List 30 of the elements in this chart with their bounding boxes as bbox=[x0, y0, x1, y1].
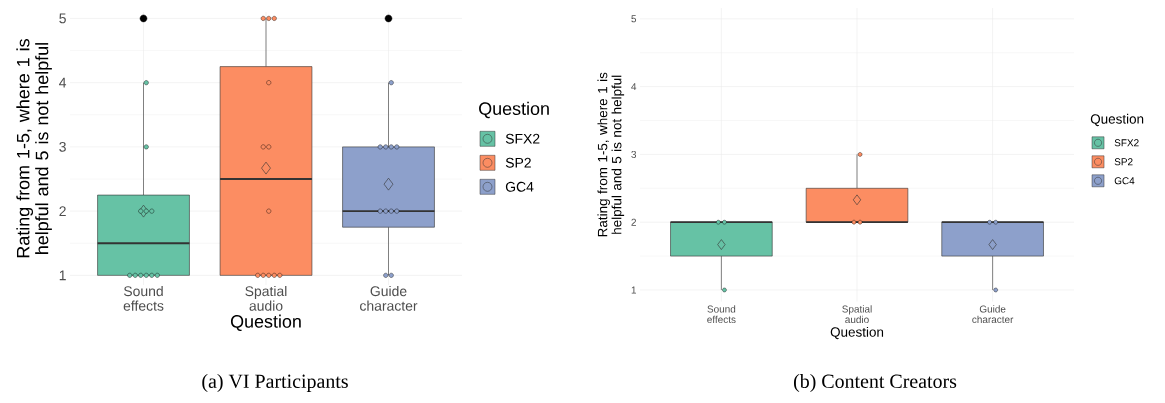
x-axis-title: Question bbox=[230, 314, 301, 331]
text: (b) Content Creators bbox=[793, 373, 957, 393]
y-tick-label: 1 bbox=[631, 286, 637, 294]
legend-title: Question bbox=[1090, 113, 1144, 127]
x-axis-title: Question bbox=[830, 326, 884, 340]
y-axis-title: Rating from 1-5, where 1 is helpful and 5 is not helpful bbox=[597, 72, 625, 237]
x-tick-label: Guide character bbox=[360, 285, 418, 311]
legend-label: GC4 bbox=[505, 181, 534, 192]
legend-label: GC4 bbox=[1114, 177, 1135, 185]
y-tick-label: 3 bbox=[59, 141, 66, 152]
y-tick-label: 2 bbox=[631, 218, 636, 226]
y-tick-label: 4 bbox=[631, 83, 637, 91]
y-tick-label: 5 bbox=[631, 15, 637, 23]
y-tick-label: 4 bbox=[59, 77, 67, 88]
x-tick-label: Guide character bbox=[972, 305, 1014, 324]
y-tick-label: 5 bbox=[59, 13, 66, 24]
legend-label: SFX2 bbox=[505, 133, 540, 144]
legend-label: SP2 bbox=[505, 157, 531, 168]
x-tick-label: Spatial audio bbox=[245, 285, 287, 311]
legend-label: SP2 bbox=[1114, 158, 1133, 166]
legend-title: Question bbox=[479, 101, 549, 119]
x-tick-label: Spatial audio bbox=[842, 305, 872, 324]
y-axis-title: Rating from 1-5, where 1 is helpful and 5 is not helpful bbox=[16, 39, 52, 258]
text: (a) VI Participants bbox=[202, 373, 348, 393]
x-tick-label: Sound effects bbox=[707, 305, 736, 324]
y-tick-label: 2 bbox=[59, 206, 66, 216]
legend-label: SFX2 bbox=[1114, 139, 1139, 147]
y-tick-label: 1 bbox=[59, 270, 66, 281]
y-tick-label: 3 bbox=[631, 150, 637, 158]
x-tick-label: Sound effects bbox=[123, 285, 164, 311]
